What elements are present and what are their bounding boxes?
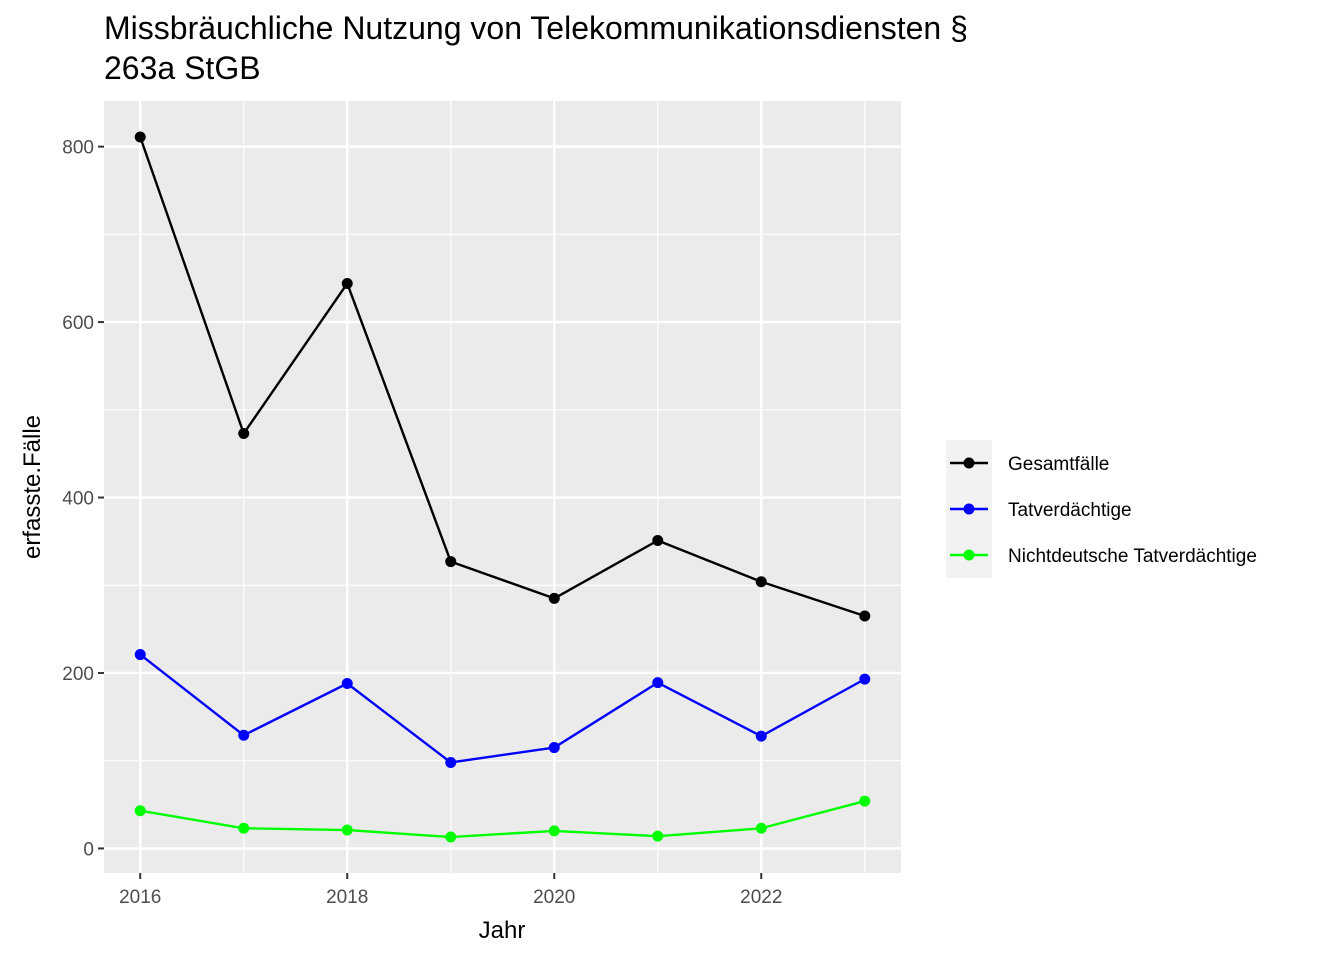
series-group bbox=[134, 131, 871, 843]
y-tick-label: 0 bbox=[83, 839, 94, 860]
series-2-point bbox=[134, 649, 146, 661]
series-1-point bbox=[134, 131, 146, 143]
series-1-point bbox=[755, 576, 767, 588]
series-3-point bbox=[238, 822, 250, 834]
x-tick-label: 2020 bbox=[533, 887, 575, 908]
axes-group: 2016 2018 2020 2022 0 200 400 600 800 bbox=[62, 138, 782, 908]
legend-label: Nichtdeutsche Tatverdächtige bbox=[1008, 546, 1257, 567]
series-line-2 bbox=[139, 653, 866, 764]
series-2-point bbox=[548, 742, 560, 754]
series-3-point bbox=[652, 830, 664, 842]
series-3-point bbox=[134, 805, 146, 817]
series-1-point bbox=[238, 427, 250, 439]
series-3-point bbox=[755, 822, 767, 834]
series-3-point bbox=[548, 825, 560, 837]
y-tick-label: 600 bbox=[62, 313, 94, 334]
y-axis-title: erfasste.Fälle bbox=[19, 415, 46, 559]
x-tick-label: 2016 bbox=[119, 887, 161, 908]
series-1-point bbox=[341, 277, 353, 289]
chart-title: Missbräuchliche Nutzung von Telekommunik… bbox=[104, 10, 968, 46]
legend-label: Gesamtfälle bbox=[1008, 454, 1109, 475]
series-3-point bbox=[445, 831, 457, 843]
y-tick-label: 800 bbox=[62, 138, 94, 159]
series-2-point bbox=[238, 729, 250, 741]
legend-key-point bbox=[963, 457, 975, 469]
x-tick-label: 2022 bbox=[740, 887, 782, 908]
series-3-point bbox=[341, 824, 353, 836]
series-1-point bbox=[445, 556, 457, 568]
grid-major bbox=[104, 101, 901, 873]
x-tick-label: 2018 bbox=[326, 887, 368, 908]
x-axis-title: Jahr bbox=[479, 917, 526, 944]
series-1-point bbox=[859, 610, 871, 622]
series-2-point bbox=[859, 673, 871, 685]
series-line-3 bbox=[140, 799, 866, 839]
series-2-point bbox=[652, 677, 664, 689]
series-1-point bbox=[652, 535, 664, 547]
series-3-point bbox=[859, 795, 871, 807]
y-tick-label: 200 bbox=[62, 664, 94, 685]
series-1-point bbox=[548, 592, 560, 604]
series-2-point bbox=[755, 730, 767, 742]
legend: Gesamtfälle Tatverdächtige Nichtdeutsche T… bbox=[950, 454, 1257, 567]
chart-subtitle: 263a StGB bbox=[104, 50, 261, 86]
plot-panel bbox=[104, 101, 901, 873]
legend-key-point bbox=[963, 549, 975, 561]
y-tick-label: 400 bbox=[62, 489, 94, 510]
series-2-point bbox=[445, 756, 457, 768]
series-line-1 bbox=[139, 136, 866, 618]
grid-minor bbox=[104, 101, 901, 873]
series-2-point bbox=[341, 678, 353, 690]
legend-key-point bbox=[963, 503, 975, 515]
legend-label: Tatverdächtige bbox=[1008, 500, 1132, 521]
